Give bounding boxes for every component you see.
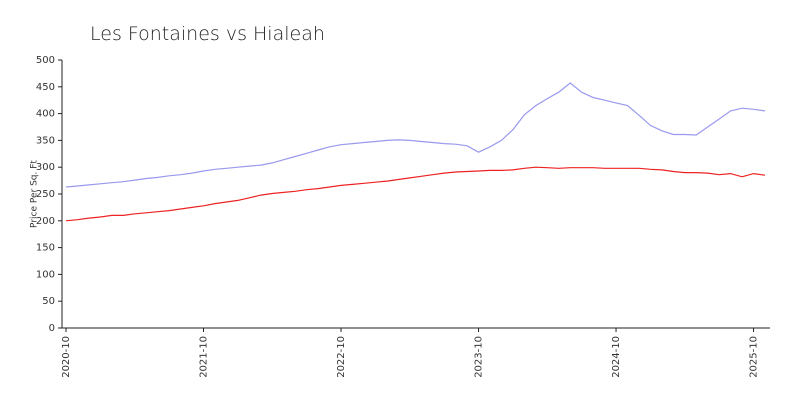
series-line (65, 166, 766, 222)
x-tick-label: 2025-10 (749, 336, 760, 378)
y-tick-label: 350 (36, 135, 55, 146)
x-tick-label: 2020-10 (61, 336, 72, 378)
y-tick-label: 300 (36, 162, 55, 173)
y-tick-label: 250 (36, 189, 55, 200)
y-tick-label: 200 (36, 216, 55, 227)
y-tick-label: 50 (42, 296, 55, 307)
y-tick-label: 150 (36, 243, 55, 254)
y-axis-label: Price Per Sq. Ft (30, 160, 40, 228)
chart-title: Les Fontaines vs Hialeah (90, 23, 325, 45)
y-tick-label: 400 (36, 109, 55, 120)
y-tick-label: 0 (49, 323, 55, 334)
x-tick-label: 2023-10 (474, 336, 485, 378)
series-line (65, 82, 766, 188)
y-tick-label: 100 (36, 269, 55, 280)
y-tick-label: 450 (36, 82, 55, 93)
x-tick-label: 2021-10 (199, 336, 210, 378)
x-tick-label: 2024-10 (611, 336, 622, 378)
y-tick-label: 500 (36, 55, 55, 66)
x-tick-label: 2022-10 (336, 336, 347, 378)
